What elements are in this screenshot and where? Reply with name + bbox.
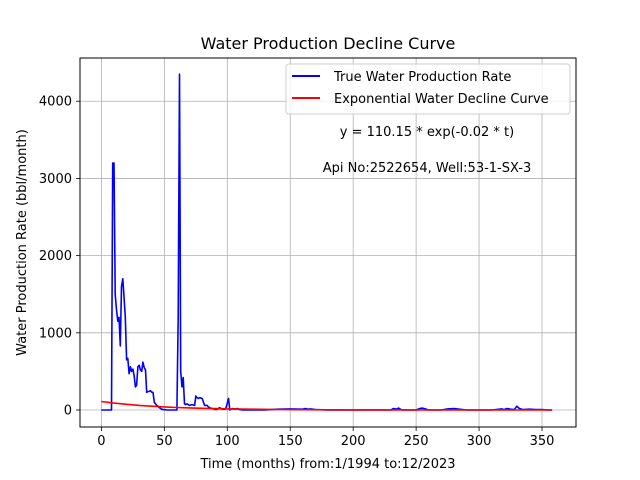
exponential-decline-line [101,400,553,411]
x-tick-label: 250 [404,434,429,449]
x-axis-label: Time (months) from:1/1994 to:12/2023 [199,457,455,472]
legend-box [285,63,571,115]
y-axis-label: Water Production Rate (bbl/month) [15,129,30,356]
true-water-production-line [101,73,553,411]
y-tick-label: 2000 [39,249,72,264]
x-tick-label: 200 [341,434,366,449]
y-tick-label: 1000 [39,326,72,341]
x-tick-label: 350 [530,434,555,449]
legend-label-true-rate: True Water Production Rate [333,70,511,85]
legend-label-exponential-curve: Exponential Water Decline Curve [334,92,549,107]
x-tick-label: 300 [467,434,492,449]
y-axis-ticks: 0 1000 2000 3000 4000 [39,95,80,419]
plot-series [101,73,553,411]
y-tick-label: 4000 [39,95,72,110]
x-tick-label: 150 [278,434,303,449]
equation-annotation: y = 110.15 * exp(-0.02 * t) [340,125,514,140]
x-tick-label: 50 [156,434,173,449]
x-tick-label: 0 [97,434,105,449]
chart-title: Water Production Decline Curve [201,34,456,53]
well-info-annotation: Api No:2522654, Well:53-1-SX-3 [323,161,531,176]
legend: True Water Production Rate Exponential W… [285,63,571,115]
x-tick-label: 100 [215,434,240,449]
plot-frame [79,57,577,428]
x-axis-ticks: 0 50 100 150 200 250 300 350 [97,427,554,449]
y-tick-label: 3000 [39,172,72,187]
y-tick-label: 0 [64,404,72,419]
